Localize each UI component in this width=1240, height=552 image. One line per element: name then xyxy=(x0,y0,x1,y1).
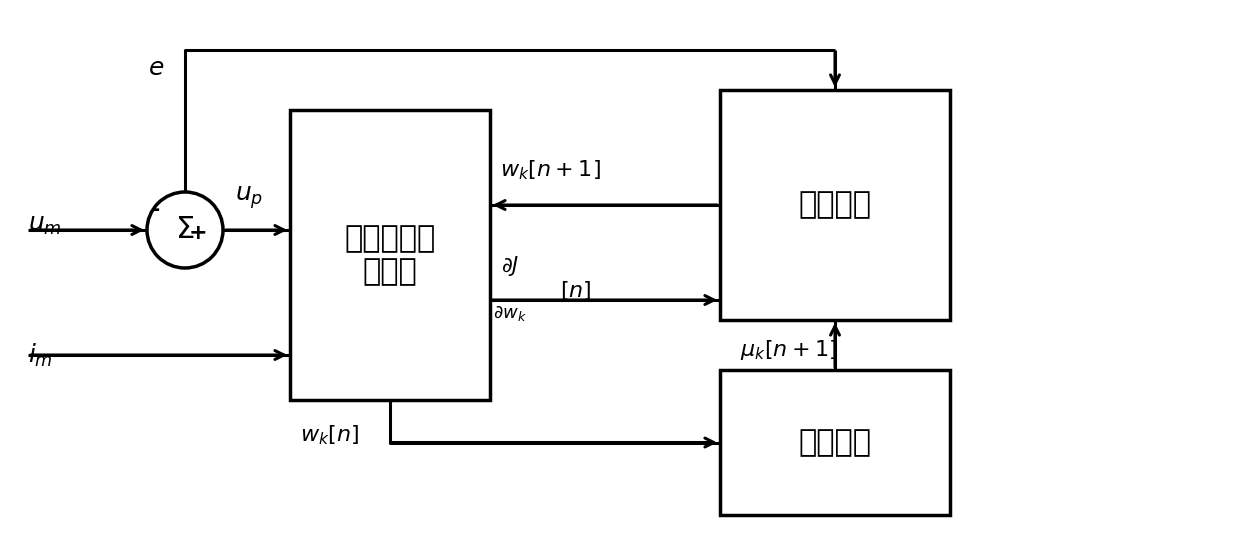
Bar xyxy=(290,110,490,400)
Text: $\Sigma$: $\Sigma$ xyxy=(175,215,195,245)
Text: -: - xyxy=(150,200,160,220)
Text: +: + xyxy=(188,223,207,243)
Text: $e$: $e$ xyxy=(148,56,164,80)
Text: $u_p$: $u_p$ xyxy=(236,185,263,211)
Text: $w_k[n+1]$: $w_k[n+1]$ xyxy=(500,158,601,182)
Bar xyxy=(720,90,950,320)
Text: 非线性扬声
器模型: 非线性扬声 器模型 xyxy=(345,224,435,286)
Text: $\mu_k[n+1]$: $\mu_k[n+1]$ xyxy=(740,338,837,362)
Text: 步长调整: 步长调整 xyxy=(799,428,872,457)
Text: $i_m$: $i_m$ xyxy=(29,341,53,369)
Text: $w_k[n]$: $w_k[n]$ xyxy=(300,423,360,447)
Text: $u_m$: $u_m$ xyxy=(29,213,62,237)
Bar xyxy=(720,370,950,515)
Text: 参数更新: 参数更新 xyxy=(799,190,872,220)
Text: $\partial w_k$: $\partial w_k$ xyxy=(494,304,527,323)
Text: $[n]$: $[n]$ xyxy=(560,279,591,302)
Text: $\partial J$: $\partial J$ xyxy=(501,254,520,278)
